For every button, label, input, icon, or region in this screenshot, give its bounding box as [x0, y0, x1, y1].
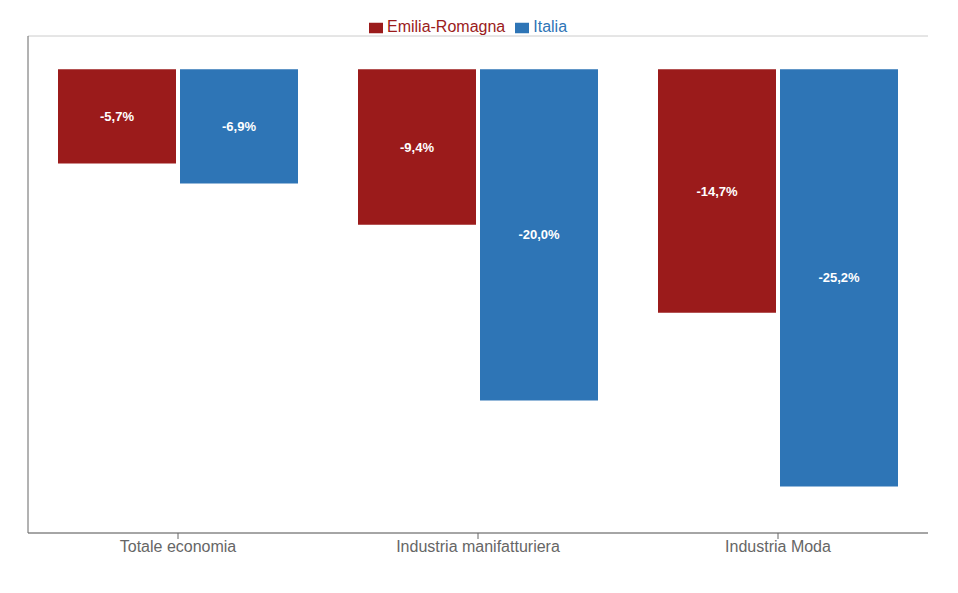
svg-text:-6,9%: -6,9% [222, 119, 256, 134]
svg-text:Industria Moda: Industria Moda [725, 538, 831, 555]
svg-text:-25,2%: -25,2% [818, 270, 860, 285]
svg-text:-20,0%: -20,0% [518, 227, 560, 242]
svg-text:Industria manifatturiera: Industria manifatturiera [396, 538, 560, 555]
html-text:Emilia-Romagna: Emilia-Romagna [387, 18, 506, 35]
svg-text:-5,7%: -5,7% [100, 109, 134, 124]
svg-text:-9,4%: -9,4% [400, 140, 434, 155]
svg-text:-14,7%: -14,7% [696, 184, 738, 199]
html-text:Italia: Italia [533, 18, 567, 35]
svg-text:Totale economia: Totale economia [120, 538, 237, 555]
